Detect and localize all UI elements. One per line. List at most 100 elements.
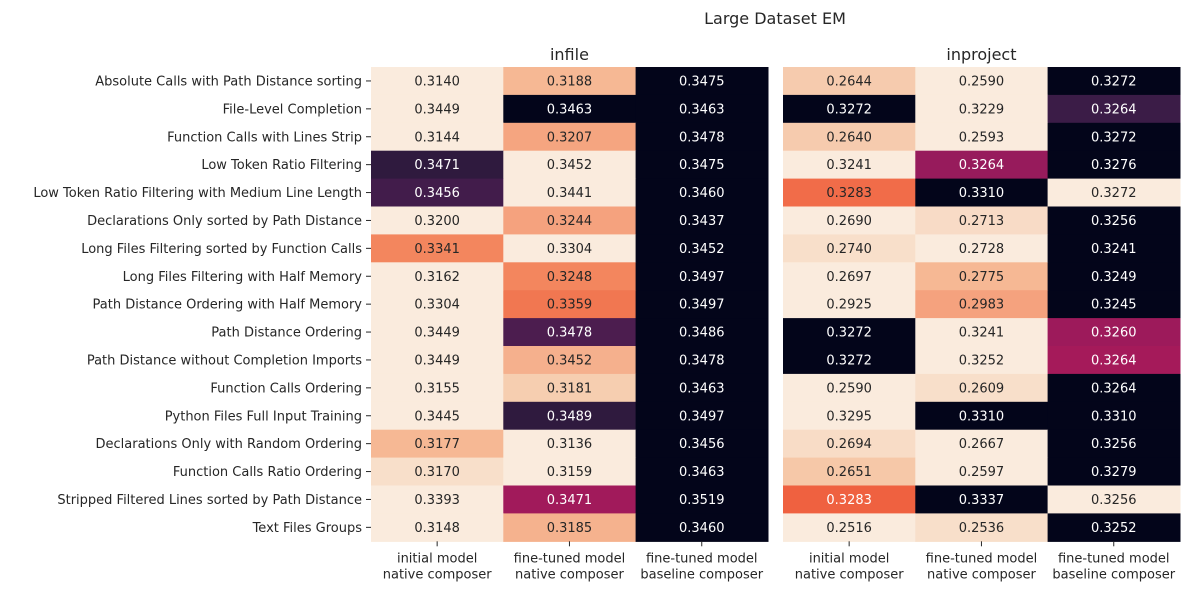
cell-value-label: 0.3272 [1091,74,1137,89]
heatmap-cell [635,206,769,235]
cell-value-label: 0.3241 [1091,242,1137,257]
heatmap-cell [783,290,916,319]
cell-value-label: 0.2697 [826,270,872,285]
heatmap-cell [783,457,916,487]
cell-value-label: 0.3272 [826,326,872,341]
cell-value-label: 0.3260 [1091,326,1137,341]
cell-value-label: 0.3519 [679,493,725,508]
heatmap-cell [503,262,637,291]
heatmap-cell [503,234,637,263]
cell-value-label: 0.3245 [1091,298,1137,313]
cell-value-label: 0.3497 [679,409,725,424]
heatmap-cell [371,429,504,459]
cell-value-label: 0.3185 [547,521,593,536]
heatmap-cell [915,150,1049,180]
heatmap-cell [503,150,637,180]
cell-value-label: 0.3456 [414,186,460,201]
cell-value-label: 0.3272 [826,353,872,368]
cell-value-label: 0.3341 [414,242,460,257]
cell-value-label: 0.3159 [547,465,593,480]
heatmap-cell [915,290,1049,319]
cell-value-label: 0.3471 [414,158,460,173]
heatmap-cell [915,429,1049,459]
heatmap-cell [783,262,916,291]
cell-value-label: 0.2609 [959,381,1005,396]
row-label: Low Token Ratio Filtering [201,158,362,173]
heatmap-cell [1047,373,1181,403]
heatmap-cell [503,94,637,124]
cell-value-label: 0.3272 [826,102,872,117]
column-label: fine-tuned model native composer [926,551,1038,582]
heatmap-cell [635,178,769,208]
heatmap-cell [783,122,916,152]
heatmap-cell [1047,262,1181,291]
row-label: Function Calls Ordering [210,381,362,396]
cell-value-label: 0.3140 [414,74,460,89]
heatmap-cell [783,373,916,403]
cell-value-label: 0.2713 [959,214,1005,229]
cell-value-label: 0.3456 [679,437,725,452]
row-label: Text Files Groups [252,521,363,536]
row-label: Function Calls with Lines Strip [167,130,362,145]
cell-value-label: 0.3337 [959,493,1005,508]
cell-value-label: 0.3463 [679,102,725,117]
heatmap-cell [915,457,1049,487]
heatmap-cell [915,401,1049,431]
cell-value-label: 0.3437 [679,214,725,229]
cell-value-label: 0.3359 [547,298,593,313]
heatmap-cell [371,67,504,96]
heatmap-cell [371,318,504,347]
cell-value-label: 0.3445 [414,409,460,424]
heatmap-cell [503,178,637,208]
cell-value-label: 0.3295 [826,409,872,424]
heatmap-cell [915,318,1049,347]
row-label: File-Level Completion [223,102,362,117]
heatmap-cell [1047,485,1181,514]
heatmap-cell [371,485,504,514]
heatmap-cell [783,401,916,431]
heatmap-cell [915,373,1049,403]
heatmap-cell [1047,150,1181,180]
cell-value-label: 0.3252 [1091,521,1137,536]
heatmap-cell [783,206,916,235]
cell-value-label: 0.3249 [1091,270,1137,285]
row-label: Path Distance Ordering with Half Memory [93,298,363,313]
cell-value-label: 0.3272 [1091,186,1137,201]
heatmap-cell [783,485,916,514]
heatmap-cell [635,67,769,96]
heatmap-cell [915,234,1049,263]
row-labels: Absolute Calls with Path Distance sortin… [33,74,371,536]
heatmap-cell [915,346,1049,375]
heatmap-cell [371,178,504,208]
heatmap-cell [915,262,1049,291]
heatmap-cell [503,485,637,514]
heatmap-cell [503,206,637,235]
heatmap-cell [635,262,769,291]
heatmap-cell [783,429,916,459]
heatmap-cell [503,513,637,542]
heatmap-cell [1047,401,1181,431]
heatmap-cell [635,150,769,180]
cell-value-label: 0.3241 [826,158,872,173]
heatmap-cell [503,401,637,431]
cell-value-label: 0.3310 [959,186,1005,201]
heatmap-cell [371,262,504,291]
cell-value-label: 0.3136 [547,437,593,452]
cell-value-label: 0.3207 [547,130,593,145]
column-label: initial model native composer [795,551,904,582]
panel-infile: infile 0.3140 0.3188 0.3475 0.3449 0.3463 0.34… [371,45,769,582]
heatmap-cell [1047,206,1181,235]
heatmap-cell [635,234,769,263]
heatmap-cell [915,67,1049,96]
heatmap-cell [635,373,769,403]
row-label: Path Distance without Completion Imports [87,353,362,368]
heatmap-cell [503,457,637,487]
cell-value-label: 0.3452 [547,158,593,173]
cell-value-label: 0.3244 [547,214,593,229]
panel-title: inproject [946,45,1016,64]
column-label: fine-tuned model baseline composer [640,551,763,582]
cell-value-label: 0.2728 [959,242,1005,257]
cell-value-label: 0.3304 [547,242,593,257]
cell-value-label: 0.3256 [1091,437,1137,452]
